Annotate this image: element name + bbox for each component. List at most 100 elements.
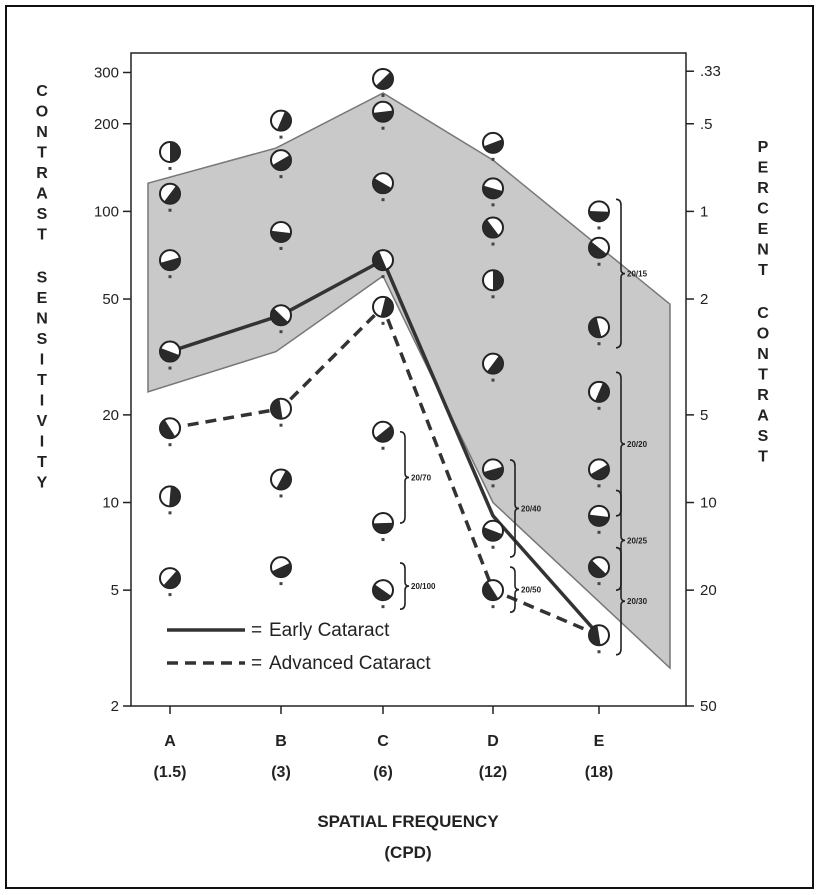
right-axis-title-letter-6: T [758,262,768,279]
right-axis-title-letter-12: A [757,408,769,425]
x-category-sublabel-1: (3) [271,764,291,781]
left-axis-title-letter-4: R [36,165,48,182]
acuity-brace-0 [399,430,410,524]
x-category-label-1: B [275,733,287,750]
left-axis-title-letter-11: S [37,331,48,348]
legend-label-0: Early Cataract [269,620,390,641]
left-tick-label-5: 100 [94,203,119,220]
x-axis-unit: (CPD) [384,843,431,862]
left-axis-title-letter-6: S [37,206,48,223]
right-tick-label-7: 50 [700,698,717,715]
grating-patch-4-5 [588,504,610,534]
grating-patch-2-0 [372,67,394,97]
right-axis-title-letter-7: C [757,305,769,322]
left-axis-title-letter-15: V [37,413,48,430]
right-axis-title-letter-9: N [757,346,769,363]
normal-range-band [147,92,671,670]
left-axis-title-letter-14: I [40,393,44,410]
acuity-brace-7 [615,546,626,656]
right-axis-title-letter-13: S [758,428,769,445]
left-tick-label-6: 200 [94,116,119,133]
grating-patch-3-3 [482,269,504,299]
grating-patch-0-1 [159,182,181,212]
grating-patch-0-6 [159,567,181,597]
grating-patch-2-1 [372,100,394,130]
grating-patch-3-0 [482,131,504,161]
acuity-label-5: 20/20 [627,440,648,449]
grating-patch-4-4 [588,458,610,488]
grating-patch-4-2 [588,316,610,346]
grating-patch-3-4 [482,352,504,382]
right-axis-title-letter-3: C [757,201,769,218]
grating-patch-4-1 [588,236,610,266]
grating-patch-3-6 [482,519,504,549]
x-category-label-3: D [487,733,499,750]
x-category-sublabel-2: (6) [373,764,393,781]
legend-equals-1: = [251,653,262,674]
grating-patch-2-3 [372,249,394,279]
left-axis-title-letter-16: I [40,434,44,451]
right-axis-title-letter-2: R [757,180,769,197]
grating-patch-3-2 [482,216,504,246]
grating-patch-4-7 [588,624,610,654]
left-axis-title-letter-18: Y [37,475,48,492]
left-axis-title-letter-7: T [37,227,47,244]
right-axis-title-letter-5: N [757,242,769,259]
acuity-brace-3 [509,566,520,613]
x-category-label-0: A [164,733,176,750]
left-axis-title-letter-5: A [36,186,48,203]
right-axis-title-letter-11: R [757,387,769,404]
left-axis-title-letter-8: S [37,270,48,287]
grating-patch-3-5 [482,458,504,488]
grating-patch-0-0 [159,140,181,170]
grating-patch-1-1 [270,149,292,179]
right-tick-label-0: .33 [700,63,721,80]
grating-patch-1-6 [270,556,292,586]
right-axis-title-letter-10: T [758,367,768,384]
right-axis-title-letter-8: O [757,326,769,343]
right-tick-label-5: 10 [700,495,717,512]
right-tick-label-3: 2 [700,291,708,308]
left-tick-label-1: 5 [111,582,119,599]
grating-patch-1-5 [270,468,292,498]
acuity-label-3: 20/50 [521,586,542,595]
grating-patch-2-4 [372,295,394,325]
x-axis-title: SPATIAL FREQUENCY [317,812,499,831]
left-axis-title-letter-12: I [40,352,44,369]
left-axis-title-letter-3: T [37,145,47,162]
grating-patch-1-4 [270,397,292,427]
grating-patch-2-5 [372,420,394,450]
grating-patch-4-3 [588,380,610,410]
grating-patch-1-3 [270,304,292,334]
acuity-label-4: 20/15 [627,270,648,279]
grating-patch-4-6 [588,556,610,586]
x-category-sublabel-0: (1.5) [154,764,187,781]
x-category-sublabel-4: (18) [585,764,613,781]
left-tick-label-0: 2 [111,698,119,715]
right-axis-title-letter-4: E [758,221,769,238]
grating-patch-2-2 [372,172,394,202]
grating-patch-0-5 [159,485,181,515]
acuity-label-6: 20/25 [627,536,648,545]
left-axis-title-letter-17: T [37,454,47,471]
grating-patch-3-7 [482,579,504,609]
grating-patch-3-1 [482,177,504,207]
right-axis-title-letter-0: P [758,139,769,156]
acuity-label-2: 20/40 [521,504,542,513]
x-category-label-2: C [377,733,389,750]
x-category-sublabel-3: (12) [479,764,507,781]
acuity-label-1: 20/100 [411,582,436,591]
acuity-brace-2 [509,459,520,558]
left-axis-title-letter-9: E [37,290,48,307]
left-axis-title-letter-2: N [36,124,48,141]
grating-patch-4-0 [588,200,610,230]
plot-border [130,52,687,707]
grating-patch-0-4 [159,417,181,447]
grating-patch-2-7 [372,579,394,609]
left-axis-title-letter-1: O [36,104,48,121]
left-tick-label-2: 10 [102,495,119,512]
right-axis-title-letter-1: E [758,160,769,177]
left-tick-label-3: 20 [102,407,119,424]
acuity-label-7: 20/30 [627,597,648,606]
